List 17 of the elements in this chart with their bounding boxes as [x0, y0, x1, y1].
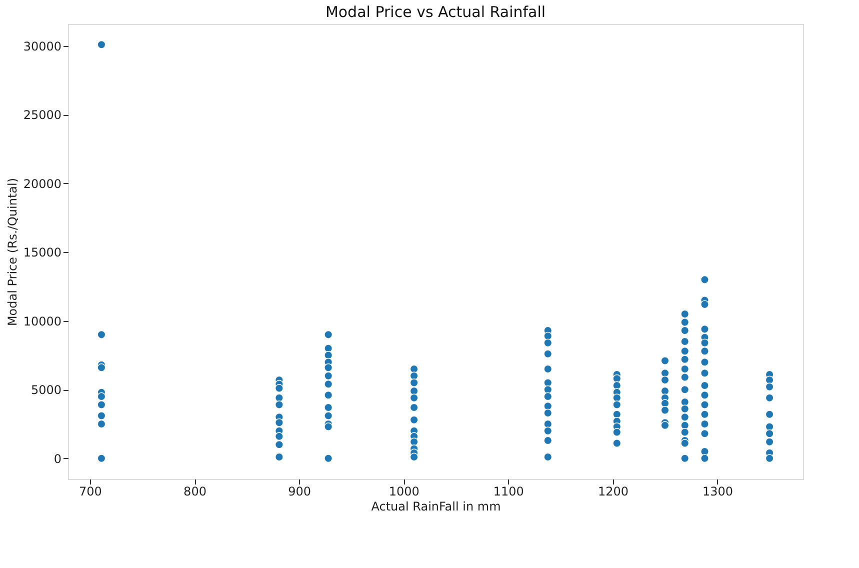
x-tick-label: 1300: [702, 484, 734, 498]
x-tick-label: 800: [184, 484, 206, 498]
chart-title: Modal Price vs Actual Rainfall: [325, 3, 546, 21]
x-tick-label: 1100: [493, 484, 524, 498]
y-tick-label: 25000: [23, 108, 62, 122]
y-tick-label: 30000: [23, 39, 62, 54]
y-tick-label: 0: [54, 452, 62, 466]
x-axis-title: Actual RainFall in mm: [371, 500, 501, 514]
y-tick-label: 10000: [23, 314, 62, 328]
x-tick-label: 1200: [598, 484, 628, 498]
x-tick-label: 900: [288, 484, 312, 498]
y-tick-label: 15000: [23, 246, 62, 260]
x-tick-label: 1000: [388, 484, 420, 498]
y-tick-label: 20000: [23, 176, 62, 191]
x-tick-label: 700: [79, 484, 102, 498]
y-axis-title: Modal Price (Rs./Quintal): [5, 178, 20, 326]
y-tick-label: 5000: [30, 383, 62, 398]
